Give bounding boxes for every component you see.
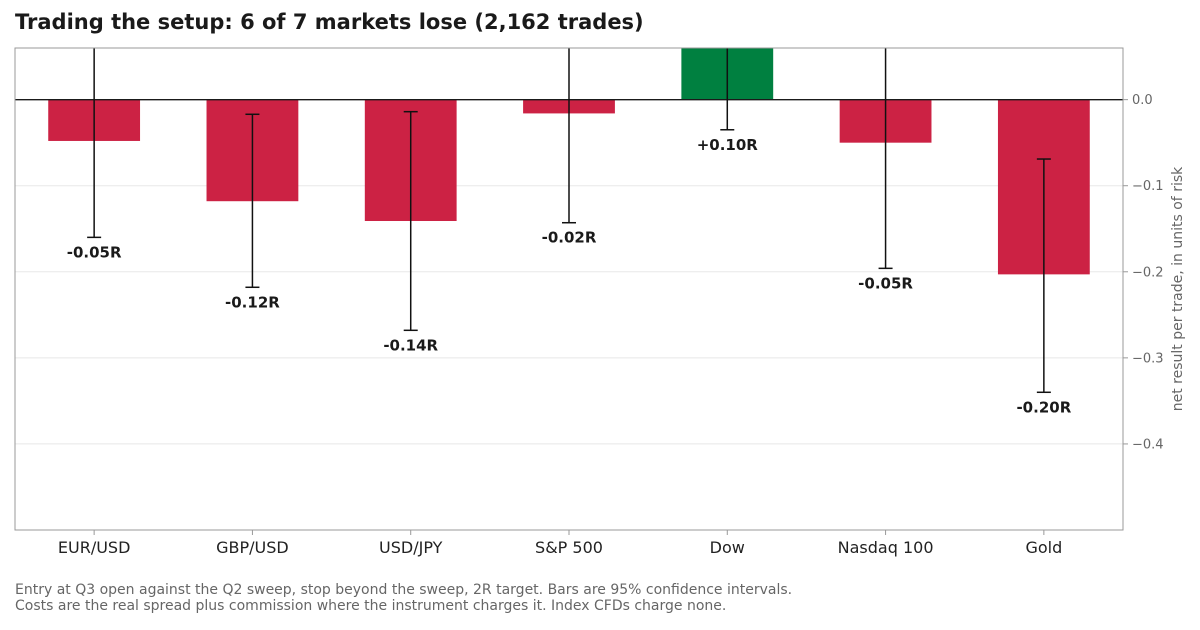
x-tick-label: USD/JPY xyxy=(379,538,443,557)
data-label: -0.12R xyxy=(225,293,280,311)
footnote-line-2: Costs are the real spread plus commissio… xyxy=(15,598,727,614)
x-tick-label: Dow xyxy=(710,538,745,557)
error-bars xyxy=(87,48,1051,394)
y-axis-label: net result per trade, in units of risk xyxy=(1170,166,1186,411)
x-axis-ticks: EUR/USD GBP/USD USD/JPY S&P 500 Dow Nasdaq 10… xyxy=(58,530,1062,557)
y-tick-label: −0.3 xyxy=(1132,351,1164,366)
data-label: -0.05R xyxy=(67,243,122,261)
data-label: -0.20R xyxy=(1016,398,1071,416)
data-label: -0.05R xyxy=(858,274,913,292)
x-tick-label: EUR/USD xyxy=(58,538,131,557)
y-tick-label: −0.1 xyxy=(1132,179,1164,194)
footnote-line-1: Entry at Q3 open against the Q2 sweep, s… xyxy=(15,582,793,598)
data-label: +0.10R xyxy=(697,136,759,154)
x-tick-label: Gold xyxy=(1025,538,1062,557)
data-labels: -0.05R -0.12R -0.14R -0.02R +0.10R -0.05R -0.2… xyxy=(67,136,1072,417)
data-label: -0.14R xyxy=(383,336,438,354)
data-label: -0.02R xyxy=(542,229,597,247)
x-tick-label: GBP/USD xyxy=(216,538,289,557)
y-tick-label: −0.2 xyxy=(1132,265,1164,280)
y-tick-label: 0.0 xyxy=(1132,93,1153,108)
x-tick-label: Nasdaq 100 xyxy=(838,538,934,557)
y-tick-label: −0.4 xyxy=(1132,437,1164,452)
chart-title: Trading the setup: 6 of 7 markets lose (… xyxy=(15,10,644,34)
y-axis-ticks: 0.0 −0.1 −0.2 −0.3 −0.4 xyxy=(1123,93,1164,452)
gridlines xyxy=(15,185,1123,445)
x-tick-label: S&P 500 xyxy=(535,538,603,557)
